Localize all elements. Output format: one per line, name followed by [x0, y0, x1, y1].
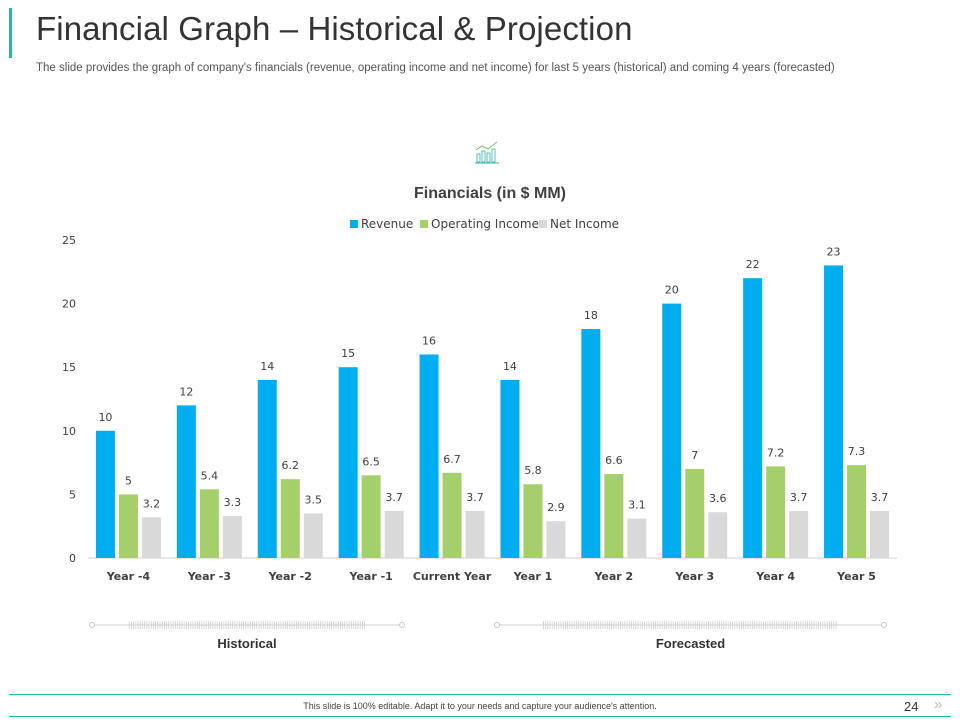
y-tick-label: 15	[62, 361, 76, 374]
data-label: 2.9	[547, 501, 565, 514]
title-accent-bar	[9, 8, 12, 58]
data-label: 3.2	[143, 497, 161, 510]
bar-operating-income	[442, 472, 462, 558]
data-label: 18	[584, 309, 598, 322]
bar-net-income	[870, 510, 890, 558]
group-label-forecasted: Forecasted	[656, 636, 725, 651]
bar-operating-income	[361, 475, 381, 558]
bar-net-income	[222, 516, 242, 558]
bar-net-income	[141, 517, 161, 558]
bar-operating-income	[199, 489, 219, 558]
chart-title: Financials (in $ MM)	[414, 185, 566, 202]
x-tick-label: Year 3	[674, 570, 714, 583]
bar-net-income	[789, 510, 809, 558]
bar-revenue	[176, 405, 196, 558]
data-label: 14	[260, 360, 274, 373]
slide-title: Financial Graph – Historical & Projectio…	[36, 10, 633, 47]
y-tick-label: 5	[69, 488, 76, 501]
y-tick-label: 10	[62, 425, 76, 438]
data-label: 6.7	[443, 453, 461, 466]
data-label: 22	[746, 258, 760, 271]
bar-net-income	[708, 512, 728, 558]
slide-subtitle: The slide provides the graph of company'…	[36, 62, 835, 74]
x-tick-label: Year 1	[513, 570, 553, 583]
legend-swatch-operating-income	[420, 220, 428, 228]
data-label: 3.7	[466, 491, 484, 504]
bar-revenue	[824, 265, 844, 558]
bar-revenue	[662, 303, 682, 558]
x-tick-label: Year 2	[593, 570, 633, 583]
group-label-historical: Historical	[217, 636, 276, 651]
page-number: 24	[904, 699, 919, 714]
bar-revenue	[419, 354, 439, 558]
bar-chart-icon	[475, 141, 499, 164]
legend-label-revenue: Revenue	[361, 217, 413, 231]
data-label: 3.3	[224, 496, 242, 509]
bar-revenue	[581, 329, 601, 558]
x-tick-label: Year -3	[187, 570, 231, 583]
bar-net-income	[303, 513, 323, 558]
data-label: 3.6	[709, 492, 727, 505]
data-label: 5.8	[524, 464, 542, 477]
x-tick-label: Year -1	[348, 570, 392, 583]
bar-net-income	[627, 518, 647, 558]
bar-revenue	[743, 278, 763, 558]
next-slide-icon[interactable]: »	[934, 696, 943, 713]
x-tick-label: Year 4	[755, 570, 795, 583]
data-label: 16	[422, 334, 436, 347]
data-label: 7.3	[848, 445, 866, 458]
data-label: 6.6	[605, 454, 623, 467]
footer-text: This slide is 100% editable. Adapt it to…	[303, 701, 657, 711]
legend-swatch-net-income	[539, 220, 547, 228]
bar-operating-income	[847, 465, 867, 558]
bar-net-income	[465, 510, 485, 558]
legend-label-net-income: Net Income	[550, 217, 619, 231]
group-bracket-end	[881, 622, 887, 628]
bar-operating-income	[604, 474, 624, 558]
bar-operating-income	[685, 468, 705, 558]
group-bracket-end	[494, 622, 500, 628]
group-bracket-end	[89, 622, 95, 628]
x-tick-label: Current Year	[413, 570, 492, 583]
bar-net-income	[384, 510, 404, 558]
legend-swatch-revenue	[350, 220, 358, 228]
data-label: 10	[98, 411, 112, 424]
bar-operating-income	[766, 466, 786, 558]
data-label: 7	[691, 449, 698, 462]
data-label: 6.5	[362, 455, 380, 468]
bottom-divider	[9, 716, 951, 717]
data-label: 14	[503, 360, 517, 373]
y-tick-label: 0	[69, 552, 76, 565]
data-label: 3.7	[385, 491, 403, 504]
bar-revenue	[257, 379, 277, 558]
data-label: 5	[125, 474, 132, 487]
financials-chart: Financials (in $ MM) Revenue Operating Inc…	[62, 141, 897, 651]
legend-label-operating-income: Operating Income	[431, 217, 539, 231]
data-label: 7.2	[767, 446, 785, 459]
data-label: 5.4	[201, 469, 219, 482]
data-label: 3.1	[628, 499, 646, 512]
data-label: 15	[341, 347, 355, 360]
bar-net-income	[546, 521, 566, 558]
y-tick-label: 25	[62, 234, 76, 247]
bar-revenue	[338, 367, 358, 558]
bar-operating-income	[523, 484, 543, 558]
bar-operating-income	[280, 479, 300, 558]
x-tick-label: Year -2	[268, 570, 312, 583]
data-label: 3.7	[871, 491, 889, 504]
bar-revenue	[500, 379, 520, 558]
bar-operating-income	[118, 494, 138, 558]
group-bracket-end	[399, 622, 405, 628]
y-tick-label: 20	[62, 298, 76, 311]
footer-divider	[9, 694, 951, 695]
data-label: 23	[827, 245, 841, 258]
data-label: 6.2	[282, 459, 300, 472]
x-tick-label: Year 5	[836, 570, 876, 583]
data-label: 20	[665, 284, 679, 297]
data-label: 3.5	[305, 493, 323, 506]
data-label: 12	[179, 385, 193, 398]
x-tick-label: Year -4	[106, 570, 151, 583]
bar-revenue	[95, 430, 115, 558]
data-label: 3.7	[790, 491, 808, 504]
